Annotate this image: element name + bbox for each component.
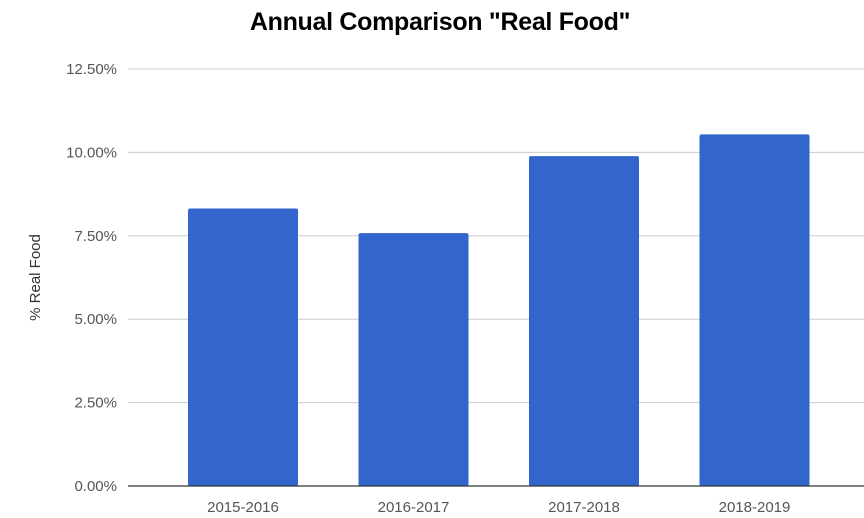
x-tick-label: 2017-2018 [548,499,620,516]
y-tick-label: 0.00% [74,478,117,495]
bar [188,208,298,486]
y-tick-label: 2.50% [74,395,117,412]
y-tick-label: 5.00% [74,311,117,328]
bars [188,134,810,487]
y-tick-label: 10.00% [66,144,117,161]
bar [529,156,639,487]
y-tick-label: 12.50% [66,61,117,78]
bar [699,134,810,486]
x-tick-label: 2016-2017 [378,499,450,516]
x-tick-label: 2018-2019 [719,499,791,516]
x-tick-label: 2015-2016 [207,499,279,516]
bar [358,233,469,486]
x-axis-ticks: 2015-2016 2016-2017 2017-2018 2018-2019 [207,499,790,516]
y-axis-ticks: 0.00% 2.50% 5.00% 7.50% 10.00% 12.50% [66,61,117,495]
y-axis-title: % Real Food [27,234,44,321]
y-tick-label: 7.50% [74,228,117,245]
chart-title: Annual Comparison "Real Food" [249,8,631,36]
